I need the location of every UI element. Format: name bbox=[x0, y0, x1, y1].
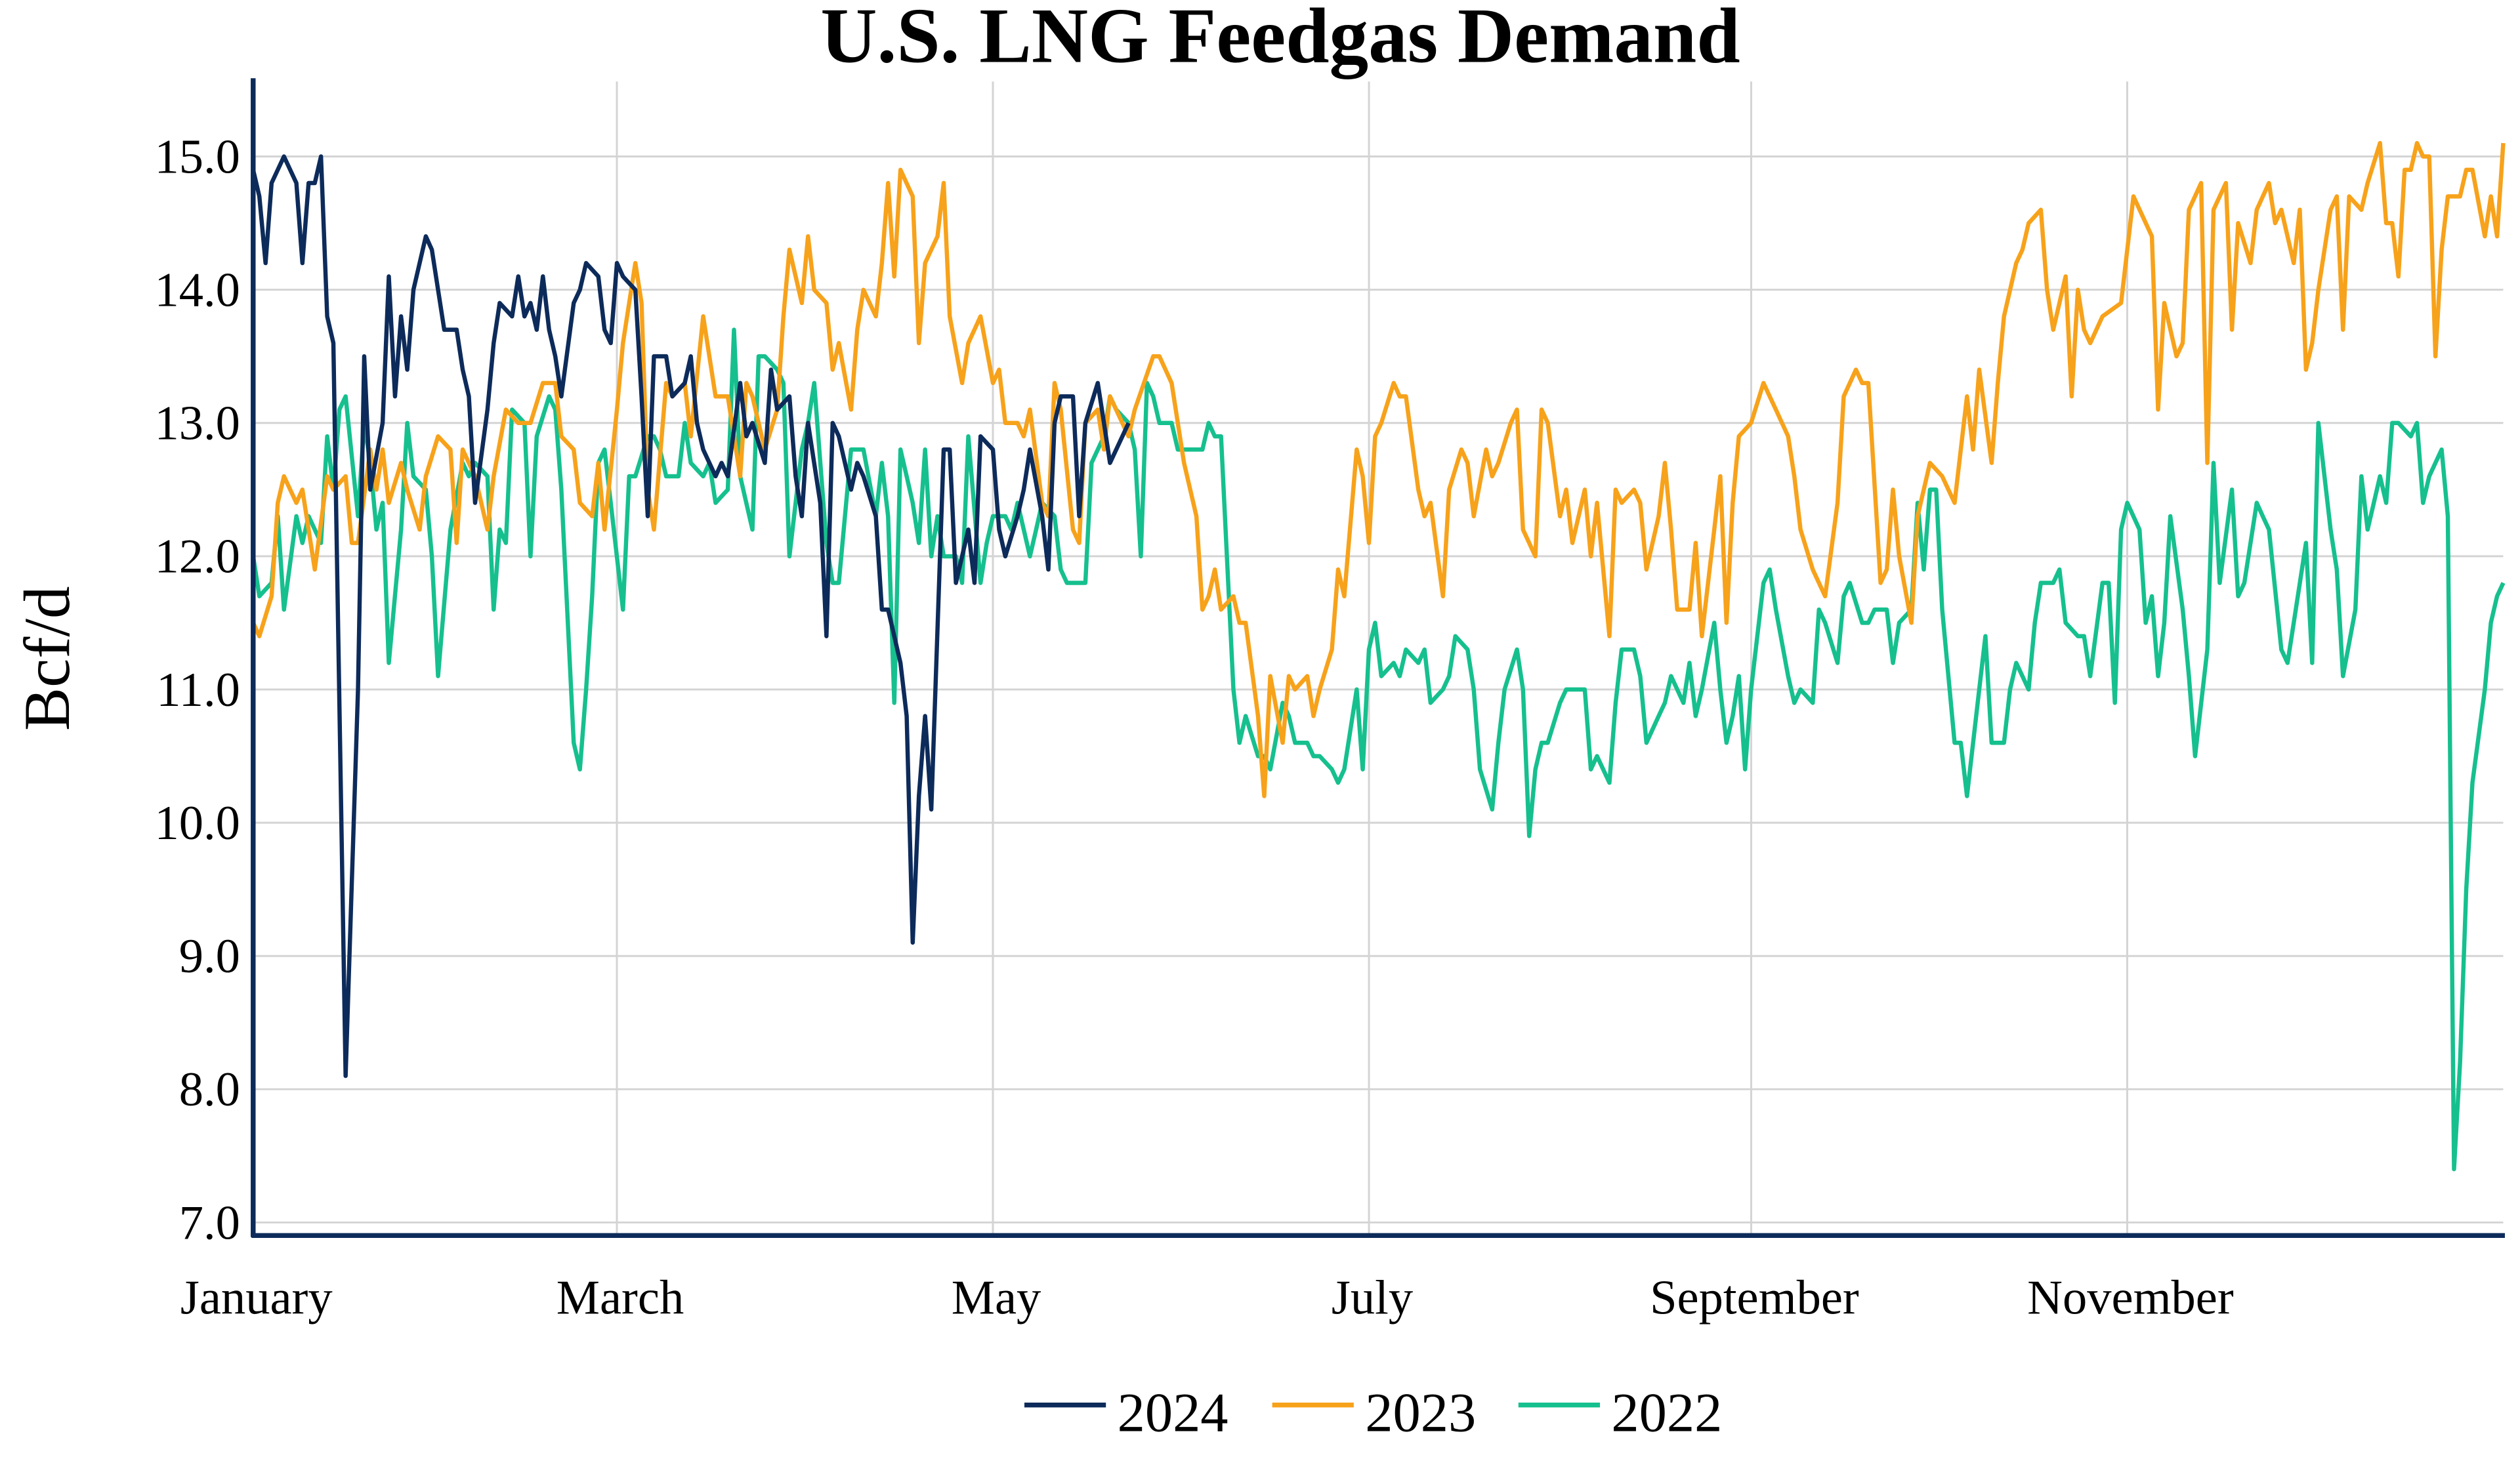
y-tick-label: 9.0 bbox=[179, 930, 240, 983]
y-axis-label: Bcf/d bbox=[11, 586, 83, 731]
x-tick-label: November bbox=[2027, 1271, 2234, 1325]
legend-item-2024[interactable]: 2024 bbox=[1024, 1382, 1228, 1443]
y-tick-labels: 7.0 8.0 9.0 10.0 11.0 12.0 13.0 14.0 15.0 bbox=[154, 130, 240, 1250]
legend-label: 2023 bbox=[1365, 1382, 1476, 1443]
x-tick-label: July bbox=[1332, 1271, 1413, 1325]
y-tick-label: 13.0 bbox=[154, 397, 240, 451]
gridlines bbox=[253, 81, 2504, 1236]
legend-label: 2024 bbox=[1118, 1382, 1228, 1443]
series-line-2023 bbox=[251, 140, 2506, 798]
axes bbox=[251, 78, 2505, 1239]
legend-label: 2022 bbox=[1611, 1382, 1722, 1443]
x-tick-label: September bbox=[1650, 1271, 1859, 1325]
y-tick-label: 11.0 bbox=[156, 663, 240, 717]
series-line-2024 bbox=[251, 154, 1131, 1079]
y-tick-label: 14.0 bbox=[154, 263, 240, 317]
series-group bbox=[251, 140, 2506, 1172]
x-tick-label: March bbox=[556, 1271, 684, 1325]
y-tick-label: 10.0 bbox=[154, 796, 240, 850]
series-line-2022 bbox=[251, 327, 2506, 1172]
legend-item-2023[interactable]: 2023 bbox=[1272, 1382, 1477, 1443]
y-tick-label: 15.0 bbox=[154, 130, 240, 184]
y-tick-label: 8.0 bbox=[179, 1063, 240, 1117]
legend: 2024 2023 2022 bbox=[1024, 1382, 1722, 1443]
x-tick-labels: January March May July September November bbox=[180, 1271, 2234, 1325]
legend-item-2022[interactable]: 2022 bbox=[1518, 1382, 1723, 1443]
chart-title: U.S. LNG Feedgas Demand bbox=[820, 0, 1740, 79]
y-tick-label: 12.0 bbox=[154, 530, 240, 584]
x-tick-label: May bbox=[952, 1271, 1041, 1325]
x-tick-label: January bbox=[180, 1271, 333, 1325]
y-tick-label: 7.0 bbox=[179, 1196, 240, 1250]
